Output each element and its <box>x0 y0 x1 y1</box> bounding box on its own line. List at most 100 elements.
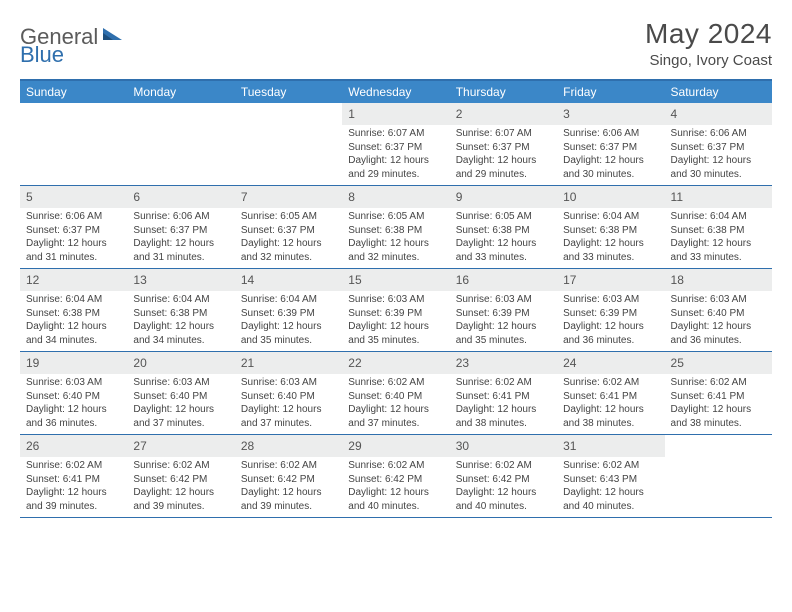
day-number: 20 <box>133 356 146 370</box>
sunrise-line: Sunrise: 6:04 AM <box>671 210 766 224</box>
day-details: Sunrise: 6:02 AMSunset: 6:41 PMDaylight:… <box>665 374 772 434</box>
sunset-line: Sunset: 6:41 PM <box>563 390 658 404</box>
sunset-line: Sunset: 6:39 PM <box>241 307 336 321</box>
day-number-bar: 20 <box>127 352 234 374</box>
day-number-bar: 30 <box>450 435 557 457</box>
sunset-line: Sunset: 6:38 PM <box>133 307 228 321</box>
daylight-line: Daylight: 12 hours and 35 minutes. <box>348 320 443 347</box>
sunrise-line: Sunrise: 6:02 AM <box>456 459 551 473</box>
sunrise-line: Sunrise: 6:07 AM <box>456 127 551 141</box>
day-number-bar: 15 <box>342 269 449 291</box>
day-details: Sunrise: 6:02 AMSunset: 6:42 PMDaylight:… <box>127 457 234 517</box>
sunrise-line: Sunrise: 6:03 AM <box>456 293 551 307</box>
daylight-line: Daylight: 12 hours and 38 minutes. <box>671 403 766 430</box>
day-cell: 21 Sunrise: 6:03 AMSunset: 6:40 PMDayligh… <box>235 352 342 434</box>
day-details: Sunrise: 6:02 AMSunset: 6:42 PMDaylight:… <box>450 457 557 517</box>
day-number: 31 <box>563 439 576 453</box>
daylight-line: Daylight: 12 hours and 30 minutes. <box>563 154 658 181</box>
daylight-line: Daylight: 12 hours and 33 minutes. <box>456 237 551 264</box>
day-details: Sunrise: 6:03 AMSunset: 6:40 PMDaylight:… <box>127 374 234 434</box>
sunrise-line: Sunrise: 6:03 AM <box>348 293 443 307</box>
sunset-line: Sunset: 6:37 PM <box>671 141 766 155</box>
day-details: Sunrise: 6:04 AMSunset: 6:38 PMDaylight:… <box>20 291 127 351</box>
sunrise-line: Sunrise: 6:03 AM <box>241 376 336 390</box>
day-number-bar: 31 <box>557 435 664 457</box>
sunrise-line: Sunrise: 6:04 AM <box>26 293 121 307</box>
daylight-line: Daylight: 12 hours and 39 minutes. <box>26 486 121 513</box>
day-header: Saturday <box>665 81 772 103</box>
logo-text-blue: Blue <box>20 42 64 67</box>
day-cell: 26Sunrise: 6:02 AMSunset: 6:41 PMDayligh… <box>20 435 127 517</box>
day-cell <box>235 103 342 185</box>
daylight-line: Daylight: 12 hours and 39 minutes. <box>133 486 228 513</box>
day-number-bar: 5 <box>20 186 127 208</box>
day-number-bar: 12 <box>20 269 127 291</box>
sunrise-line: Sunrise: 6:03 AM <box>671 293 766 307</box>
day-cell: 20 Sunrise: 6:03 AMSunset: 6:40 PMDayligh… <box>127 352 234 434</box>
sunrise-line: Sunrise: 6:02 AM <box>456 376 551 390</box>
sunset-line: Sunset: 6:39 PM <box>348 307 443 321</box>
day-cell: 10Sunrise: 6:04 AMSunset: 6:38 PMDayligh… <box>557 186 664 268</box>
day-number-bar: 14 <box>235 269 342 291</box>
day-number: 29 <box>348 439 361 453</box>
day-number: 10 <box>563 190 576 204</box>
sunrise-line: Sunrise: 6:02 AM <box>133 459 228 473</box>
day-details: Sunrise: 6:04 AMSunset: 6:38 PMDaylight:… <box>127 291 234 351</box>
sunset-line: Sunset: 6:41 PM <box>456 390 551 404</box>
day-header-row: SundayMondayTuesdayWednesdayThursdayFrid… <box>20 81 772 103</box>
day-number-bar <box>665 435 772 439</box>
day-details: Sunrise: 6:03 AMSunset: 6:40 PMDaylight:… <box>235 374 342 434</box>
day-cell: 4 Sunrise: 6:06 AMSunset: 6:37 PMDaylight… <box>665 103 772 185</box>
day-cell: 1Sunrise: 6:07 AMSunset: 6:37 PMDaylight… <box>342 103 449 185</box>
day-number: 19 <box>26 356 39 370</box>
sunrise-line: Sunrise: 6:05 AM <box>241 210 336 224</box>
day-cell: 11Sunrise: 6:04 AMSunset: 6:38 PMDayligh… <box>665 186 772 268</box>
daylight-line: Daylight: 12 hours and 35 minutes. <box>456 320 551 347</box>
week-row: 19Sunrise: 6:03 AMSunset: 6:40 PMDayligh… <box>20 352 772 435</box>
day-number: 8 <box>348 190 355 204</box>
day-number: 16 <box>456 273 469 287</box>
day-cell: 2Sunrise: 6:07 AMSunset: 6:37 PMDaylight… <box>450 103 557 185</box>
day-cell: 3Sunrise: 6:06 AMSunset: 6:37 PMDaylight… <box>557 103 664 185</box>
sunset-line: Sunset: 6:37 PM <box>348 141 443 155</box>
day-details: Sunrise: 6:02 AMSunset: 6:42 PMDaylight:… <box>235 457 342 517</box>
day-number-bar: 4 <box>665 103 772 125</box>
daylight-line: Daylight: 12 hours and 37 minutes. <box>133 403 228 430</box>
daylight-line: Daylight: 12 hours and 34 minutes. <box>133 320 228 347</box>
daylight-line: Daylight: 12 hours and 36 minutes. <box>671 320 766 347</box>
day-number: 13 <box>133 273 146 287</box>
day-number: 17 <box>563 273 576 287</box>
day-details: Sunrise: 6:04 AMSunset: 6:38 PMDaylight:… <box>665 208 772 268</box>
day-details: Sunrise: 6:02 AMSunset: 6:43 PMDaylight:… <box>557 457 664 517</box>
day-cell: 14Sunrise: 6:04 AMSunset: 6:39 PMDayligh… <box>235 269 342 351</box>
location: Singo, Ivory Coast <box>645 52 772 69</box>
day-number-bar: 1 <box>342 103 449 125</box>
day-number-bar: 8 <box>342 186 449 208</box>
sunrise-line: Sunrise: 6:04 AM <box>563 210 658 224</box>
sunrise-line: Sunrise: 6:02 AM <box>348 376 443 390</box>
day-cell: 24Sunrise: 6:02 AMSunset: 6:41 PMDayligh… <box>557 352 664 434</box>
day-cell: 6Sunrise: 6:06 AMSunset: 6:37 PMDaylight… <box>127 186 234 268</box>
day-number: 28 <box>241 439 254 453</box>
day-details: Sunrise: 6:06 AMSunset: 6:37 PMDaylight:… <box>665 125 772 185</box>
sunset-line: Sunset: 6:38 PM <box>671 224 766 238</box>
day-number: 21 <box>241 356 254 370</box>
sunset-line: Sunset: 6:40 PM <box>133 390 228 404</box>
day-number: 23 <box>456 356 469 370</box>
daylight-line: Daylight: 12 hours and 29 minutes. <box>348 154 443 181</box>
day-number-bar: 13 <box>127 269 234 291</box>
day-details: Sunrise: 6:07 AMSunset: 6:37 PMDaylight:… <box>450 125 557 185</box>
day-number-bar: 25 <box>665 352 772 374</box>
daylight-line: Daylight: 12 hours and 33 minutes. <box>671 237 766 264</box>
daylight-line: Daylight: 12 hours and 38 minutes. <box>456 403 551 430</box>
daylight-line: Daylight: 12 hours and 34 minutes. <box>26 320 121 347</box>
day-number: 24 <box>563 356 576 370</box>
week-row: 26Sunrise: 6:02 AMSunset: 6:41 PMDayligh… <box>20 435 772 518</box>
day-cell <box>127 103 234 185</box>
day-number: 4 <box>671 107 678 121</box>
sunrise-line: Sunrise: 6:02 AM <box>563 459 658 473</box>
title-block: May 2024 Singo, Ivory Coast <box>645 18 772 69</box>
day-header: Thursday <box>450 81 557 103</box>
day-cell: 5Sunrise: 6:06 AMSunset: 6:37 PMDaylight… <box>20 186 127 268</box>
day-details: Sunrise: 6:04 AMSunset: 6:39 PMDaylight:… <box>235 291 342 351</box>
